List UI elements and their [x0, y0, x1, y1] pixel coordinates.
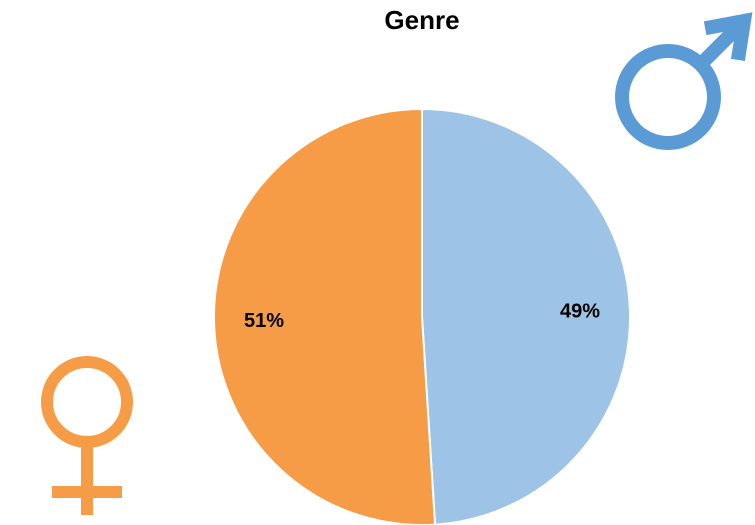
data-label: 51%	[244, 310, 284, 332]
pie-slice	[421, 107, 631, 525]
pie-slice	[213, 107, 437, 525]
data-label: 49%	[560, 300, 600, 322]
male-symbol	[615, 12, 753, 150]
chart-title: Genre	[384, 5, 459, 35]
female-symbol	[41, 356, 133, 515]
